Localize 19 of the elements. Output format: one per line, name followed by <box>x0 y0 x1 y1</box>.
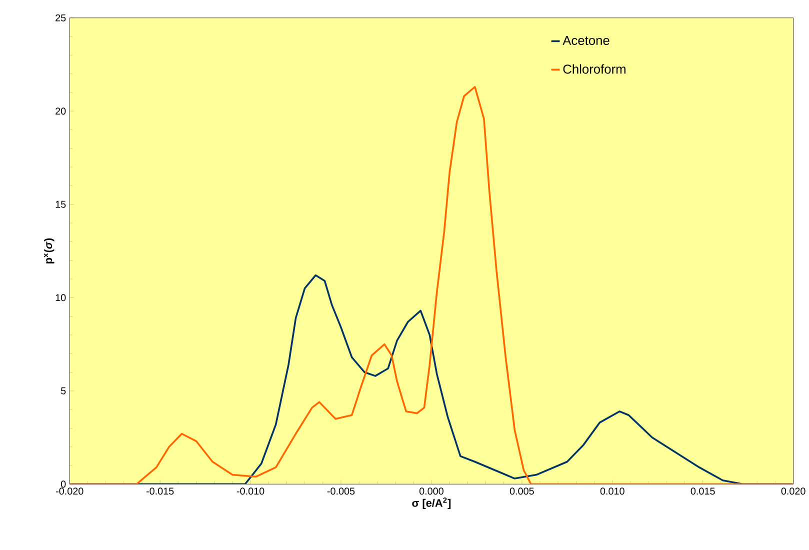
y-tick-label: 25 <box>56 14 66 22</box>
y-tick-label: 20 <box>56 108 66 115</box>
legend-label: Acetone <box>562 36 610 46</box>
x-tick-label: 0.005 <box>510 488 534 495</box>
x-tick-label: -0.005 <box>327 488 355 495</box>
y-tick-label: 5 <box>60 388 66 394</box>
legend-label: Chloroform <box>563 64 626 74</box>
x-tick-label: -0.020 <box>56 488 84 495</box>
x-tick-label: 0.000 <box>419 488 444 495</box>
x-tick-label: -0.010 <box>236 488 264 495</box>
y-axis-title: p$^{x}$(σ) <box>44 238 54 264</box>
x-tick-label: 0.010 <box>600 488 624 495</box>
x-axis-title: σ [e/A$^{2}$] <box>412 498 451 510</box>
y-tick-label: 0 <box>60 480 66 488</box>
y-tick-label: 15 <box>56 201 66 208</box>
y-tick-label: 10 <box>56 294 66 302</box>
x-tick-label: 0.020 <box>781 488 806 495</box>
x-tick-label: 0.015 <box>690 488 715 495</box>
x-tick-label: -0.015 <box>146 488 174 495</box>
